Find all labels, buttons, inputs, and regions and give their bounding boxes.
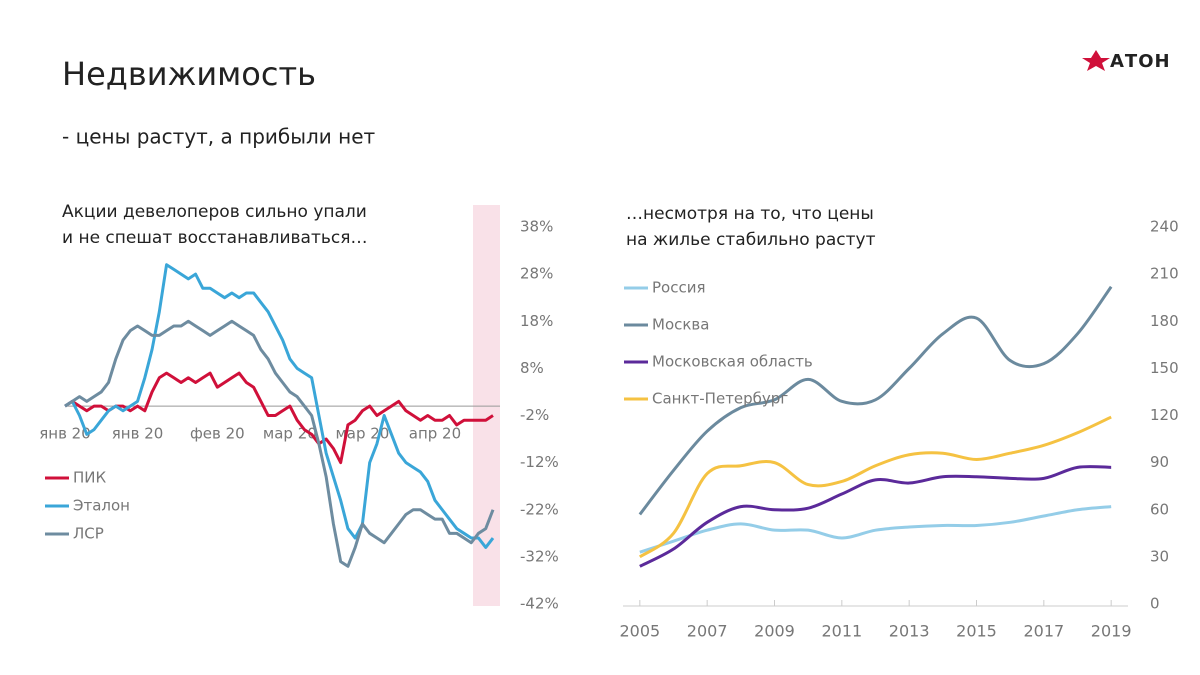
y-tick-label: 28% bbox=[520, 265, 553, 283]
y-tick-label: 150 bbox=[1150, 359, 1179, 377]
chart-title: и не спешат восстанавливаться… bbox=[62, 228, 367, 248]
y-tick-label: -2% bbox=[520, 406, 549, 424]
chart-title: на жилье стабильно растут bbox=[626, 230, 876, 250]
y-tick-label: 8% bbox=[520, 359, 544, 377]
x-tick-label: 2013 bbox=[889, 622, 930, 641]
logo: АТОН bbox=[1110, 51, 1171, 72]
legend-label: Эталон bbox=[73, 497, 130, 515]
x-tick-label: янв 20 bbox=[112, 425, 164, 443]
y-tick-label: 240 bbox=[1150, 218, 1179, 236]
x-tick-label: 2015 bbox=[956, 622, 997, 641]
x-tick-label: 2007 bbox=[687, 622, 728, 641]
y-tick-label: 0 bbox=[1150, 595, 1160, 613]
y-tick-label: -12% bbox=[520, 453, 559, 471]
x-tick-label: 2011 bbox=[821, 622, 862, 641]
y-tick-label: 210 bbox=[1150, 265, 1179, 283]
chart-title: …несмотря на то, что цены bbox=[626, 204, 874, 224]
y-tick-label: 120 bbox=[1150, 406, 1179, 424]
x-tick-label: фев 20 bbox=[190, 425, 245, 443]
x-tick-label: мар 20 bbox=[335, 425, 389, 443]
legend-label: ПИК bbox=[73, 469, 107, 487]
y-tick-label: 180 bbox=[1150, 312, 1179, 330]
logo-icon bbox=[1082, 50, 1110, 71]
line-series bbox=[639, 505, 1112, 554]
x-tick-label: янв 20 bbox=[39, 425, 91, 443]
y-tick-label: 60 bbox=[1150, 500, 1169, 518]
line-series bbox=[639, 465, 1112, 568]
x-tick-label: 2019 bbox=[1091, 622, 1132, 641]
x-tick-label: 2005 bbox=[619, 622, 660, 641]
y-tick-label: -42% bbox=[520, 595, 559, 613]
y-tick-label: 90 bbox=[1150, 453, 1169, 471]
slide-title: Недвижимость bbox=[62, 55, 316, 93]
line-series bbox=[638, 415, 1112, 559]
legend-label: Россия bbox=[652, 279, 706, 297]
legend-label: Москва bbox=[652, 316, 709, 334]
legend-label: Санкт-Петербург bbox=[652, 390, 788, 408]
y-tick-label: -22% bbox=[520, 500, 559, 518]
line-series bbox=[64, 263, 495, 549]
y-tick-label: 30 bbox=[1150, 547, 1169, 565]
legend-label: Московская область bbox=[652, 353, 813, 371]
y-tick-label: 18% bbox=[520, 312, 553, 330]
legend-label: ЛСР bbox=[73, 525, 104, 543]
line-series bbox=[64, 371, 494, 465]
chart-title: Акции девелоперов сильно упали bbox=[62, 202, 367, 222]
line-series bbox=[64, 319, 495, 568]
y-tick-label: 38% bbox=[520, 218, 553, 236]
x-tick-label: 2009 bbox=[754, 622, 795, 641]
y-tick-label: -32% bbox=[520, 547, 559, 565]
slide-subtitle: - цены растут, а прибыли нет bbox=[62, 125, 376, 149]
x-tick-label: 2017 bbox=[1023, 622, 1064, 641]
line-series bbox=[638, 285, 1113, 516]
x-tick-label: апр 20 bbox=[409, 425, 461, 443]
